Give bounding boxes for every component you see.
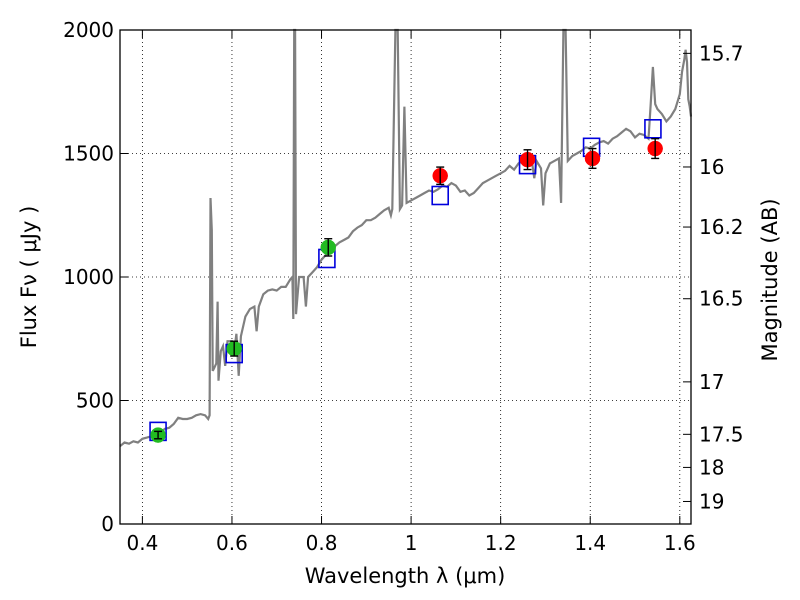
- model-box: [644, 119, 662, 139]
- spectrum-line: [119, 28, 693, 448]
- mag-tick-label: 16.5: [699, 287, 744, 311]
- plot-area: [119, 28, 693, 448]
- mag-tick-label: 17.5: [699, 422, 744, 446]
- mag-tick-label: 16.2: [699, 215, 744, 239]
- axis-ticks: 0.4 0.6 0.8 1 1.2 1.4 1.6 0 500 1000 1500 2000 15.7 1…: [63, 18, 743, 555]
- plot-frame: [119, 29, 692, 525]
- x-tick-label: 1.6: [664, 531, 696, 555]
- x-tick-label: 0.6: [216, 531, 248, 555]
- x-axis-label: Wavelength λ (μm): [305, 564, 506, 588]
- x-tick-label: 0.4: [126, 531, 158, 555]
- y-axis-right-label: Magnitude (AB): [758, 198, 782, 361]
- y-tick-label: 1000: [63, 265, 114, 289]
- x-tick-label: 1.2: [485, 531, 517, 555]
- y-tick-label: 2000: [63, 18, 114, 42]
- grid-lines: [120, 29, 691, 525]
- y-axis-label: Flux Fν ( μJy ): [17, 206, 41, 349]
- photometry-points: [150, 137, 663, 443]
- mag-tick-label: 15.7: [699, 41, 744, 65]
- x-tick-label: 1: [405, 531, 418, 555]
- mag-tick-label: 17: [699, 370, 724, 394]
- y-tick-label: 1500: [63, 142, 114, 166]
- mag-tick-label: 18: [699, 455, 724, 479]
- model-box: [431, 185, 450, 206]
- mag-tick-label: 19: [699, 489, 724, 513]
- y-tick-label: 0: [101, 512, 114, 536]
- x-tick-label: 0.8: [306, 531, 338, 555]
- mag-tick-label: 16: [699, 155, 724, 179]
- y-tick-label: 500: [76, 389, 114, 413]
- x-tick-label: 1.4: [574, 531, 606, 555]
